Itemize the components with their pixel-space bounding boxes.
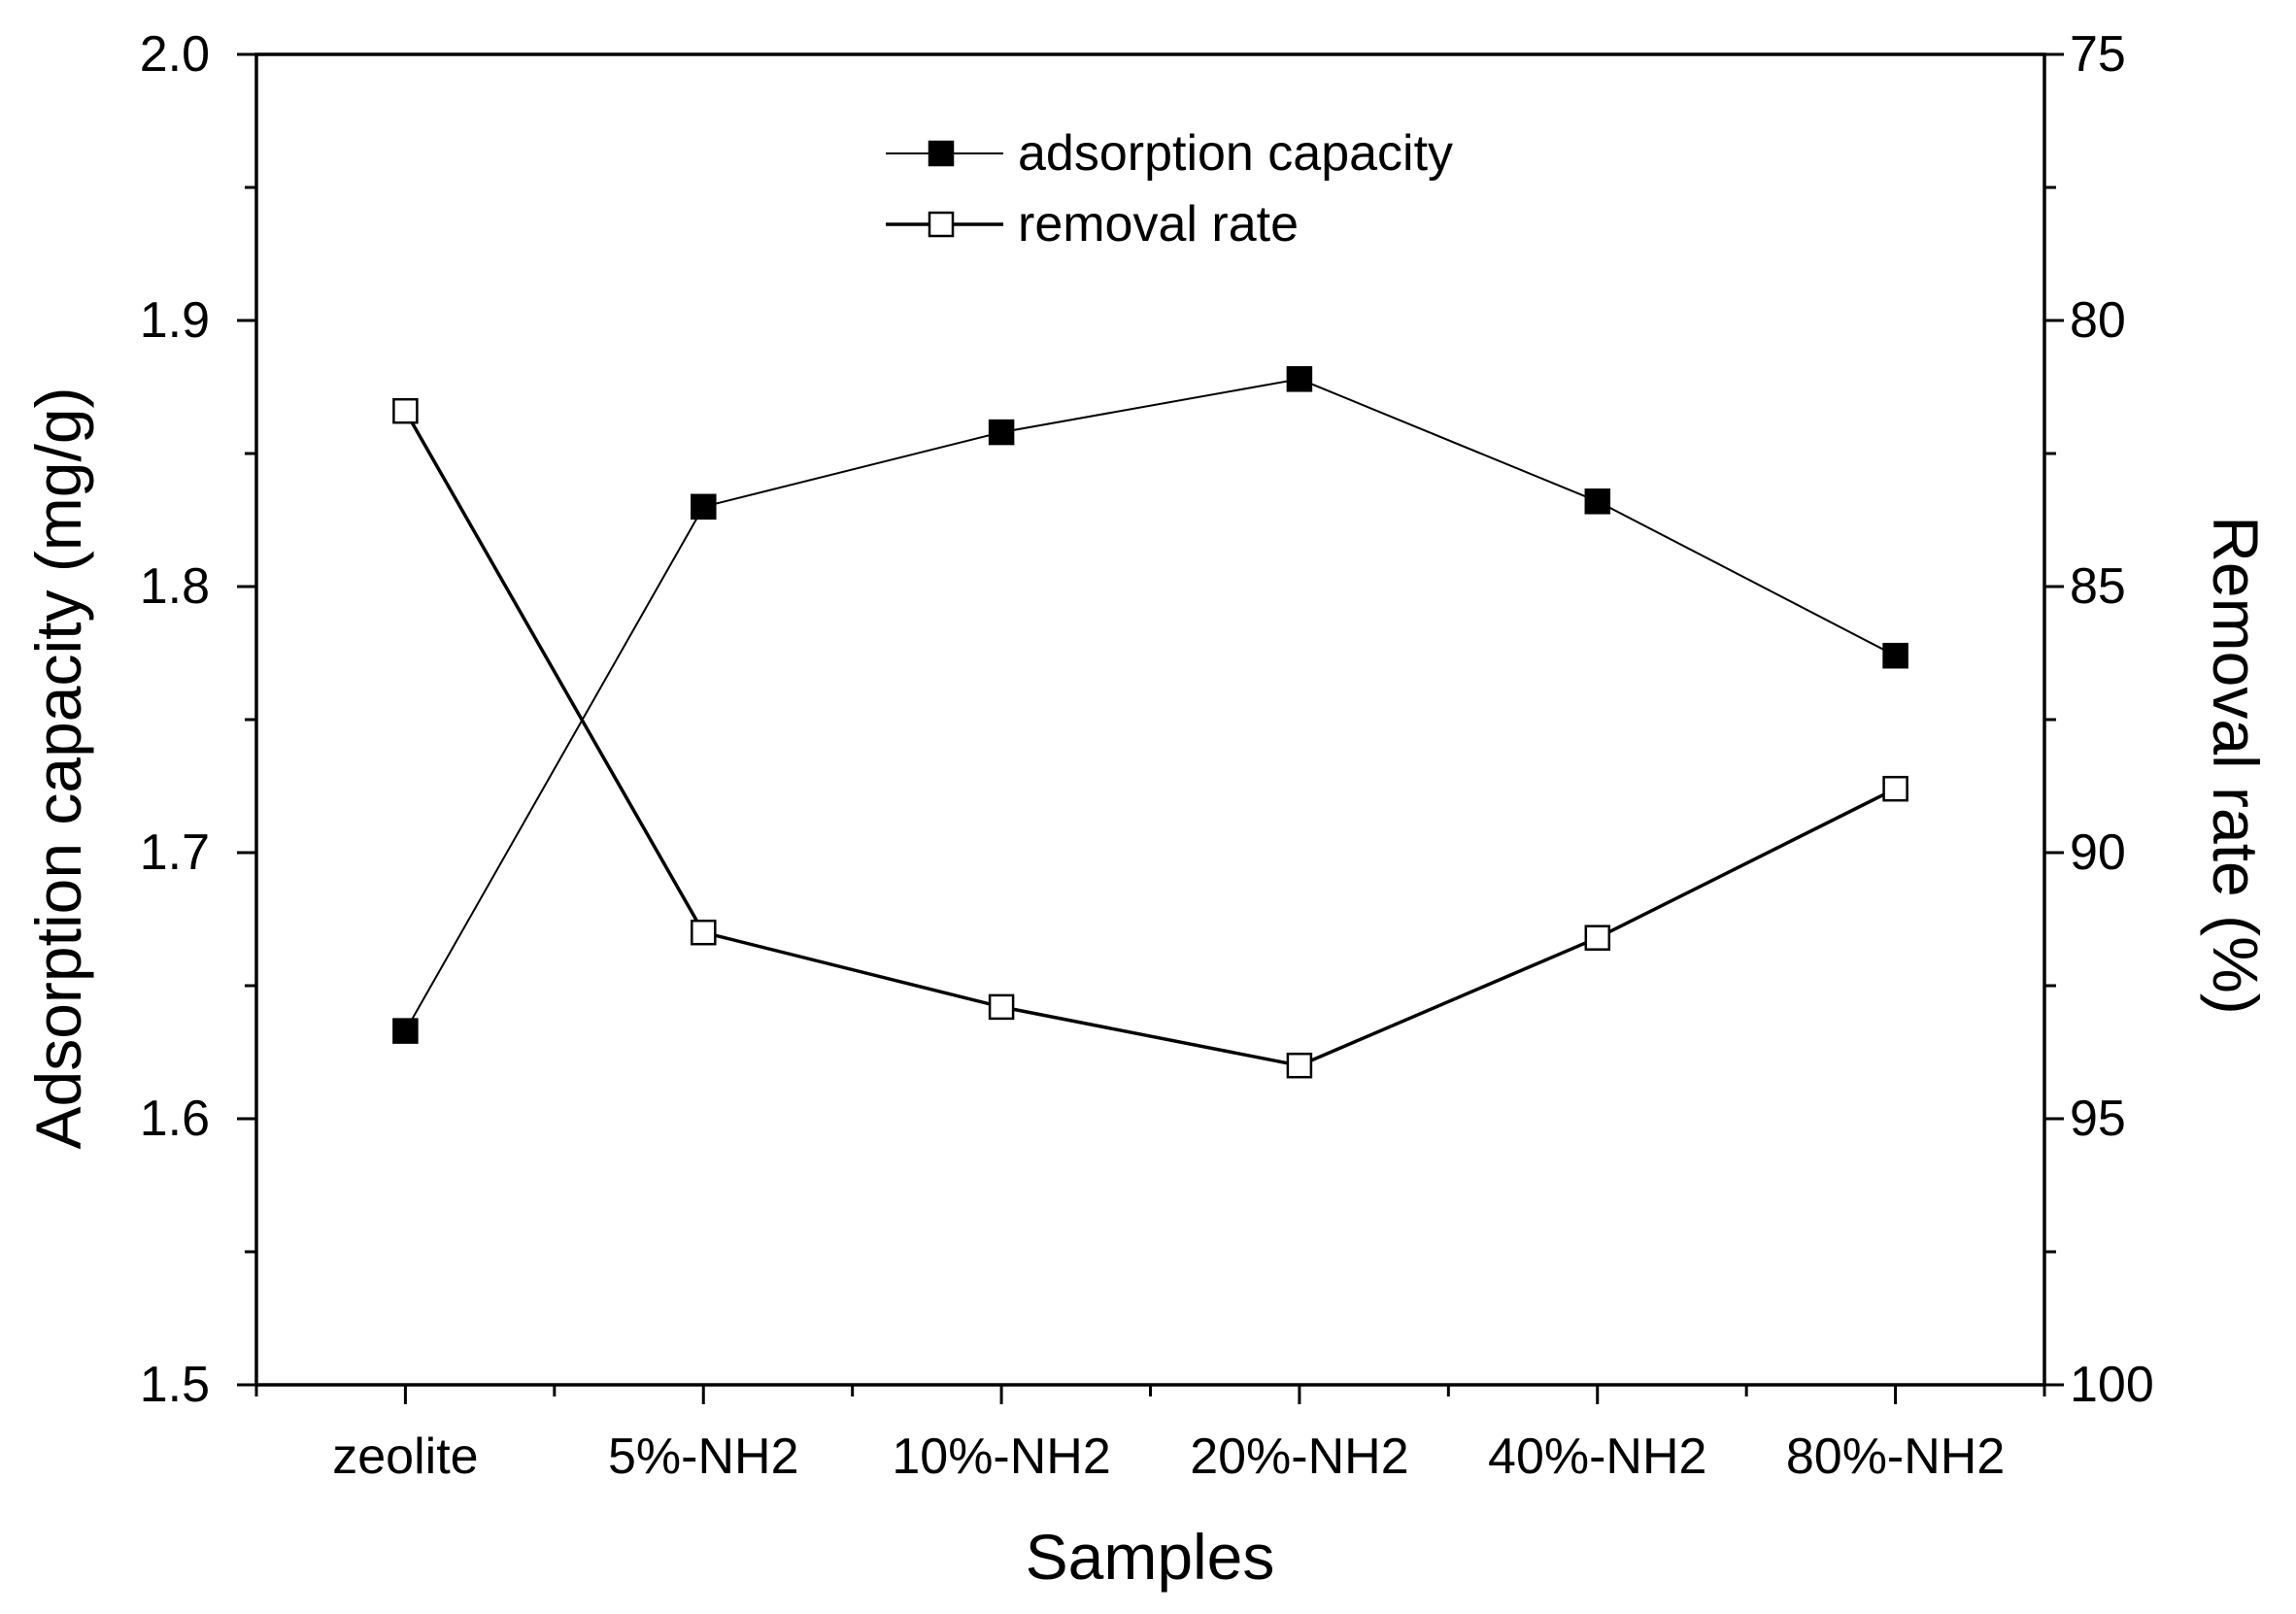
left-y-tick-label: 1.9 [140,292,210,349]
data-point-adsorption-capacity-zeolite [392,1018,419,1044]
data-point-removal-rate-40-nh2 [1584,925,1611,951]
left-y-tick-label: 1.5 [140,1357,210,1413]
data-point-removal-rate-20-nh2 [1286,1052,1313,1079]
left-y-tick-label: 1.8 [140,558,210,615]
legend-label-adsorption-capacity: adsorption capacity [1018,125,1453,182]
right-y-tick-label: 100 [2070,1357,2154,1413]
left-y-axis-title: Adsorption capacity (mg/g) [22,387,94,1149]
series-line-adsorption-capacity [404,378,1897,1032]
x-tick-label-20-nh2: 20%-NH2 [1190,1429,1408,1485]
legend-label-removal-rate: removal rate [1018,196,1299,252]
legend-item-removal-rate: removal rate [886,196,1299,252]
legend-marker-open-square [928,211,955,238]
left-y-tick-label: 2.0 [140,26,210,83]
data-point-removal-rate-10-nh2 [988,993,1015,1021]
right-y-tick-label: 80 [2070,292,2126,349]
x-axis-title: Samples [1026,1521,1275,1593]
data-point-adsorption-capacity-80-nh2 [1882,642,1908,669]
left-y-tick-label: 1.6 [140,1091,210,1147]
right-y-tick-label: 90 [2070,824,2126,881]
series-markers [392,366,1908,1079]
left-y-tick-label: 1.7 [140,824,210,881]
x-tick-label-40-nh2: 40%-NH2 [1488,1429,1706,1485]
legend-marker-filled-square [928,140,955,167]
data-point-removal-rate-5-nh2 [691,919,717,946]
data-point-removal-rate-zeolite [392,397,419,424]
data-point-adsorption-capacity-10-nh2 [988,419,1015,446]
x-tick-label-80-nh2: 80%-NH2 [1786,1429,2005,1485]
data-point-adsorption-capacity-5-nh2 [691,493,717,521]
right-y-tick-label: 95 [2070,1091,2126,1147]
axes: 1.5 1.6 1.7 1.8 1.9 2.0 75 80 85 90 95 100 zeolite 5%… [140,26,2154,1485]
legend: adsorption capacity removal rate [886,125,1453,252]
right-y-tick-label: 75 [2070,26,2126,83]
series-lines [403,378,1897,1067]
series-line-removal-rate [403,410,1897,1067]
data-point-adsorption-capacity-20-nh2 [1286,366,1313,392]
right-y-tick-label: 85 [2070,558,2126,615]
x-tick-label-zeolite: zeolite [332,1429,478,1485]
data-point-adsorption-capacity-40-nh2 [1584,488,1611,515]
legend-item-adsorption-capacity: adsorption capacity [886,125,1453,182]
x-tick-label-5-nh2: 5%-NH2 [608,1429,799,1485]
x-tick-label-10-nh2: 10%-NH2 [892,1429,1110,1485]
data-point-removal-rate-80-nh2 [1882,775,1908,802]
right-y-axis-title: Removal rate (%) [2200,516,2272,1014]
